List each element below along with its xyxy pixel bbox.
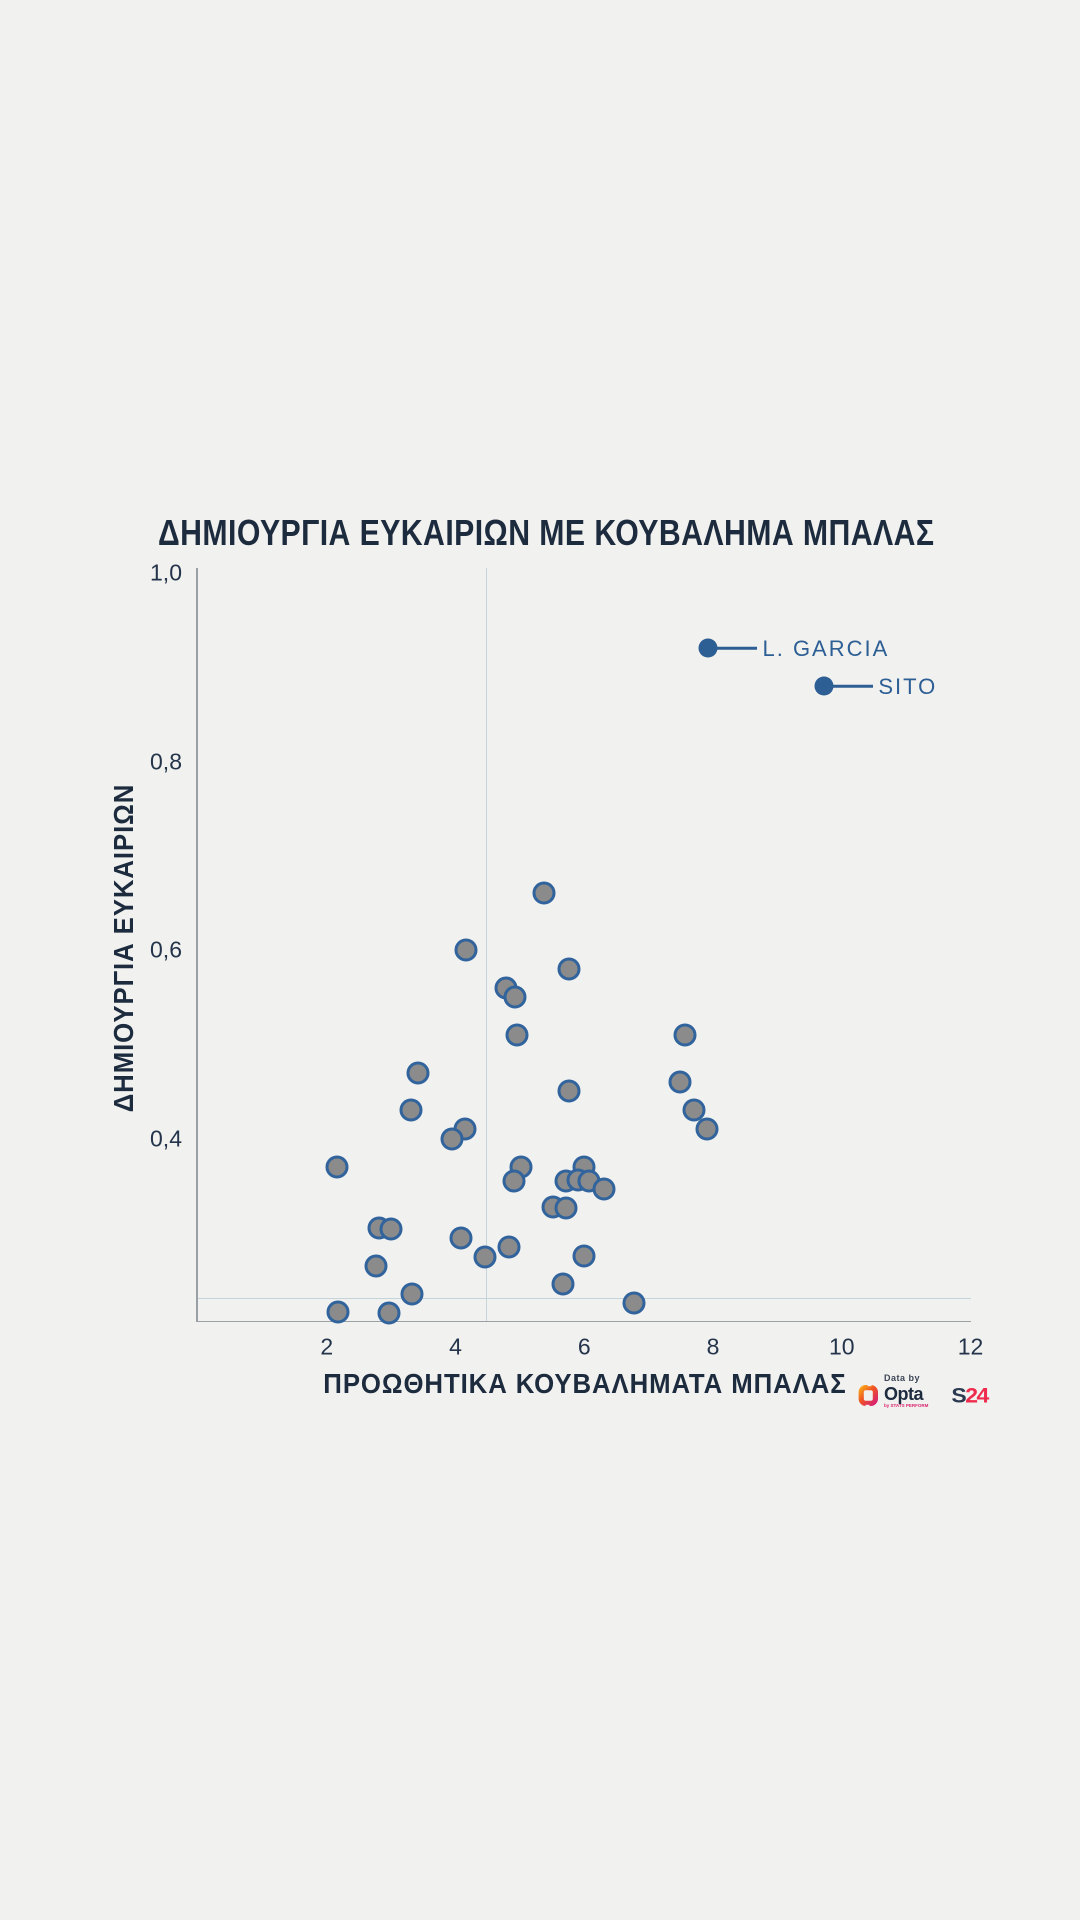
vertical-reference-line [485,568,488,1322]
x-tick-label: 2 [320,1333,334,1360]
y-axis-line [196,568,198,1322]
scatter-point [682,1098,706,1122]
scatter-point [379,1217,403,1241]
scatter-point [454,938,478,962]
highlight-point-dot [814,676,834,696]
scatter-point [325,1155,349,1179]
scatter-point [622,1291,646,1315]
scatter-point [449,1226,473,1250]
footer-credits: Data by Opta by STATS PERFORM S24 [858,1374,989,1409]
opta-subtext: by STATS PERFORM [884,1403,929,1408]
scatter-point [326,1300,350,1324]
annotation-label: L. GARCIA [762,636,890,662]
x-tick-label: 8 [706,1333,720,1360]
x-tick-label: 4 [449,1333,462,1360]
horizontal-reference-line [197,1297,971,1300]
annotation-connector [833,684,874,688]
opta-logo-icon [858,1384,878,1408]
scatter-point [377,1301,401,1325]
x-tick-label: 12 [957,1333,984,1360]
scatter-point [406,1061,430,1085]
opta-wordmark: Opta [884,1384,924,1404]
scatter-point [502,1169,526,1193]
scatter-point [695,1117,719,1141]
scatter-point [532,881,556,905]
scatter-point [668,1070,692,1094]
s24-logo-s: S [951,1383,966,1407]
data-by-text: Data by [884,1373,921,1383]
scatter-point [592,1177,616,1201]
y-axis-label: ΔΗΜΙΟΥΡΓΙΑ ΕΥΚΑΙΡΙΩΝ [108,783,139,1113]
scatter-point [400,1282,424,1306]
scatter-point [399,1098,423,1122]
scatter-point [551,1272,575,1296]
scatter-point [505,1023,529,1047]
scatter-point [673,1023,697,1047]
opta-wordmark-block: Data by Opta by STATS PERFORM [884,1374,928,1409]
scatter-point [554,1196,578,1220]
scatter-point [503,985,527,1009]
scatter-point [440,1127,464,1150]
y-tick-label: 0,6 [150,936,182,963]
opta-badge: Data by Opta by STATS PERFORM [858,1374,928,1409]
x-axis-line [196,1320,972,1323]
chart-title: ΔΗΜΙΟΥΡΓΙΑ ΕΥΚΑΙΡΙΩΝ ΜΕ ΚΟΥΒΑΛΗΜΑ ΜΠΑΛΑΣ [158,512,935,553]
s24-logo: S24 [951,1383,989,1407]
scatter-point [364,1254,388,1278]
y-tick-label: 1,0 [150,559,182,586]
scatter-point [557,1079,581,1103]
scatter-point [557,957,581,981]
highlight-point-dot [698,638,718,658]
scatter-point [572,1244,596,1268]
x-axis-label: ΠΡΟΩΘΗΤΙΚΑ ΚΟΥΒΑΛΗΜΑΤΑ ΜΠΑΛΑΣ [323,1368,847,1399]
x-tick-label: 10 [828,1333,855,1360]
s24-logo-24: 24 [965,1383,989,1407]
annotation-connector [717,647,758,650]
y-tick-label: 0,8 [150,748,182,774]
scatter-point [473,1245,497,1269]
y-tick-label: 0,4 [150,1125,182,1151]
annotation-label: SITO [878,674,938,700]
x-tick-label: 6 [577,1333,591,1360]
scatter-point [497,1235,521,1259]
